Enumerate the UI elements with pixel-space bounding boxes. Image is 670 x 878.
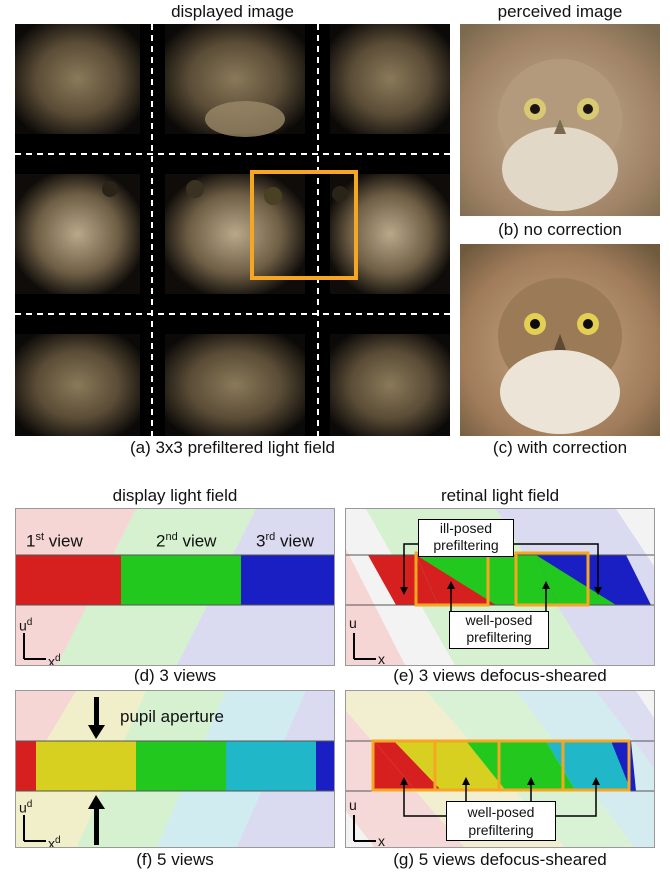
- axis-u-bottom: u: [349, 797, 357, 813]
- view-2-number: 2: [156, 531, 166, 551]
- well-posed-box: well-posed prefiltering: [449, 611, 549, 649]
- axis-x-d: xd: [48, 653, 61, 666]
- perceived-with-correction-image: [460, 244, 660, 436]
- well-posed-label-5-views: well-posed: [467, 804, 535, 820]
- perceived-image-title: perceived image: [497, 2, 623, 21]
- view-1-number: 1: [26, 531, 36, 551]
- view-1-label: view: [44, 531, 83, 551]
- axis-u-d: ud: [19, 617, 33, 634]
- tile-grid: [15, 24, 450, 436]
- prefiltered-light-field-image: [15, 24, 450, 436]
- caption-f: (f) 5 views: [136, 850, 214, 869]
- ill-posed-prefiltering-label: prefiltering: [433, 537, 499, 553]
- axis-u-d-bottom: ud: [19, 799, 33, 816]
- well-posed-prefiltering-label: prefiltering: [466, 629, 532, 645]
- view-1-suffix: st: [35, 531, 45, 543]
- retinal-light-field-title: retinal light field: [440, 486, 560, 505]
- display-light-field-5-views: pupil aperture ud xd: [15, 690, 335, 848]
- displayed-image-title: displayed image: [171, 2, 294, 21]
- retinal-light-field-3-views: ill-posed prefiltering well-posed prefil…: [345, 508, 655, 666]
- display-light-field-title: display light field: [112, 486, 238, 505]
- view-2-label: view: [177, 531, 217, 551]
- axis-x-d-bottom: xd: [48, 835, 61, 848]
- view-3-number: 3: [256, 531, 266, 551]
- caption-a: (a) 3x3 prefiltered light field: [129, 438, 336, 457]
- view-3-label: view: [275, 531, 314, 551]
- view-2-suffix: nd: [165, 531, 178, 543]
- caption-d: (d) 3 views: [133, 666, 217, 685]
- retinal-light-field-5-views: well-posed prefiltering u x: [345, 690, 655, 848]
- ill-posed-box: ill-posed prefiltering: [418, 519, 514, 557]
- axis-x-bottom: x: [378, 833, 385, 848]
- well-posed-box-5-views: well-posed prefiltering: [446, 801, 556, 841]
- axis-u: u: [349, 615, 357, 631]
- grid-lines: [15, 24, 450, 436]
- ill-posed-label: ill-posed: [439, 520, 493, 536]
- well-posed-prefiltering-5-views: prefiltering: [468, 822, 534, 838]
- highlight-box: [250, 170, 358, 280]
- well-posed-label: well-posed: [465, 612, 533, 628]
- caption-g: (g) 5 views defocus-sheared: [393, 850, 607, 869]
- pupil-aperture-label: pupil aperture: [120, 707, 224, 726]
- caption-e: (e) 3 views defocus-sheared: [393, 666, 607, 685]
- caption-c: (c) with correction: [492, 438, 628, 457]
- view-3-suffix: rd: [265, 531, 276, 543]
- perceived-no-correction-image: [460, 24, 660, 216]
- display-light-field-3-views: 1st view 2nd view 3rd view ud xd: [15, 508, 335, 666]
- caption-b: (b) no correction: [498, 220, 622, 239]
- axis-x: x: [378, 651, 385, 666]
